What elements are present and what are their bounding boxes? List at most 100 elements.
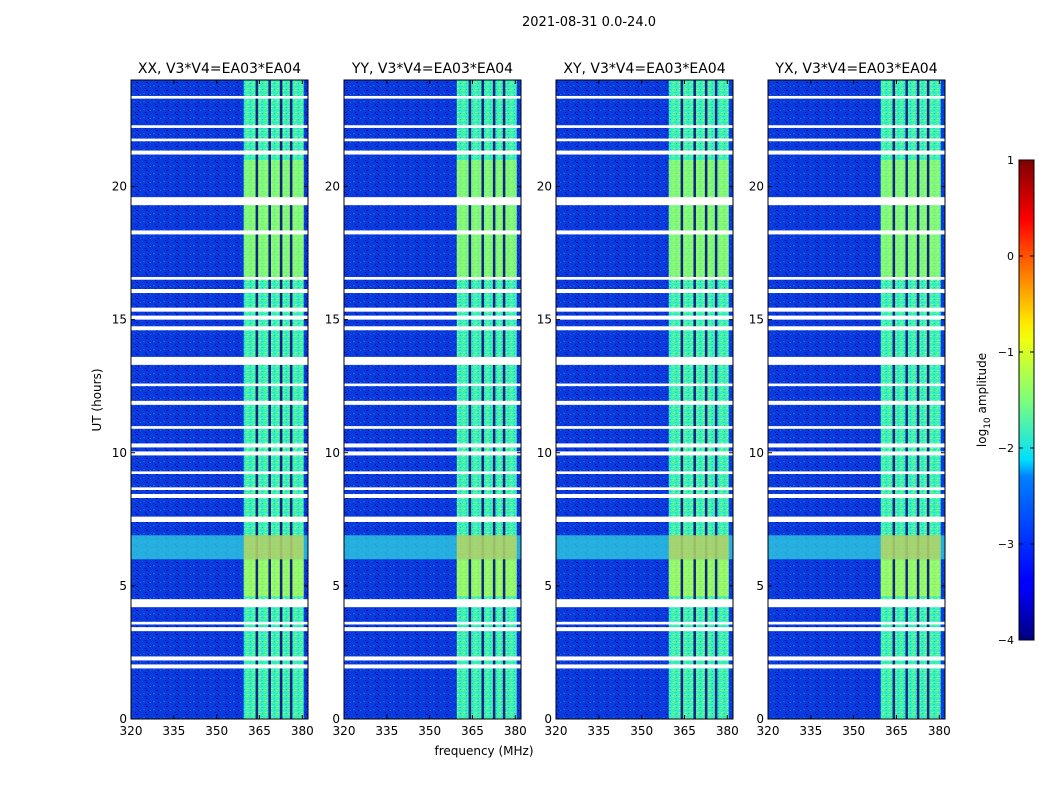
flagged-strip — [768, 426, 945, 429]
flagged-strip — [344, 125, 521, 128]
flagged-strip — [344, 150, 521, 155]
flagged-strip — [768, 627, 945, 632]
band-edge-line — [289, 80, 293, 719]
flagged-strip — [768, 307, 945, 312]
flagged-strip — [768, 277, 945, 280]
flagged-strip — [556, 138, 733, 142]
bright-band-lower — [880, 559, 941, 597]
flagged-strip — [556, 356, 733, 365]
flagged-strip — [344, 197, 521, 206]
flagged-strip — [344, 487, 521, 491]
band-edge-line — [892, 80, 896, 719]
colorbar-tick-label: −2 — [998, 442, 1014, 455]
colorbar-tick-label: −3 — [998, 538, 1014, 551]
axes-frame — [343, 79, 522, 720]
band-edge-line — [502, 80, 506, 719]
band-edge-line — [704, 80, 708, 719]
flagged-strip — [556, 383, 733, 387]
flagged-strip — [768, 656, 945, 661]
flagged-strip — [768, 443, 945, 448]
flagged-strip — [131, 599, 308, 608]
flagged-strip — [556, 426, 733, 429]
x-axis-label: frequency (MHz) — [434, 744, 533, 758]
panel-xx: 320 335 350 365 380 0 5 10 15 20 XX, V3*V4=EA03*EA… — [112, 61, 314, 738]
bright-band-upper — [668, 159, 729, 280]
flagged-strip — [131, 197, 308, 206]
panel-title: XY, V3*V4=EA03*EA04 — [563, 61, 725, 77]
panel-yx: 320 335 350 365 380 0 5 10 15 20 YX, V3*V4=EA03*EA… — [749, 61, 951, 738]
y-tick-label: 10 — [325, 446, 340, 460]
band-edge-line — [268, 80, 271, 719]
flagged-strip — [556, 599, 733, 608]
rfi-band-core — [243, 535, 304, 560]
flagged-strip — [131, 307, 308, 312]
y-tick-label: 20 — [537, 180, 552, 194]
x-tick-label: 380 — [291, 724, 314, 738]
flagged-strip — [131, 627, 308, 632]
band-edge-line — [905, 80, 908, 719]
flagged-strip — [344, 516, 521, 522]
flagged-strip — [556, 125, 733, 128]
panel-title: YY, V3*V4=EA03*EA04 — [351, 61, 513, 77]
y-axis-label: UT (hours) — [90, 368, 104, 431]
flagged-strip — [556, 627, 733, 632]
band-edge-line — [255, 80, 259, 719]
flagged-strip — [556, 307, 733, 312]
y-tick-label: 15 — [112, 313, 127, 327]
flagged-strip — [556, 315, 733, 320]
y-tick-label: 5 — [544, 579, 552, 593]
band-edge-line — [680, 80, 684, 719]
flagged-strip — [556, 451, 733, 456]
flagged-strip — [556, 664, 733, 669]
flagged-strip — [344, 95, 521, 99]
x-tick-label: 320 — [545, 724, 568, 738]
flagged-strip — [768, 150, 945, 155]
flagged-strip — [131, 289, 308, 293]
flagged-strip — [556, 443, 733, 448]
flagged-strip — [768, 664, 945, 669]
flagged-strip — [344, 656, 521, 661]
flagged-strip — [768, 487, 945, 491]
band-edge-line — [492, 80, 496, 719]
axes-frame — [130, 79, 309, 720]
x-tick-label: 335 — [375, 724, 398, 738]
flagged-strip — [556, 494, 733, 499]
y-tick-label: 10 — [537, 446, 552, 460]
x-tick-label: 350 — [205, 724, 228, 738]
flagged-strip — [344, 426, 521, 429]
y-tick-label: 5 — [756, 579, 764, 593]
flagged-strip — [556, 516, 733, 522]
flagged-strip — [768, 451, 945, 456]
x-tick-label: 320 — [120, 724, 143, 738]
y-tick-label: 20 — [112, 180, 127, 194]
flagged-strip — [768, 326, 945, 331]
flagged-strip — [556, 230, 733, 235]
flagged-strip — [131, 426, 308, 429]
flagged-strip — [344, 621, 521, 625]
flagged-strip — [768, 138, 945, 142]
flagged-strip — [768, 356, 945, 365]
y-tick-label: 15 — [537, 313, 552, 327]
flagged-strip — [131, 443, 308, 448]
flagged-strip — [344, 664, 521, 669]
flagged-strip — [344, 599, 521, 608]
flagged-strip — [768, 95, 945, 99]
flagged-strip — [344, 315, 521, 320]
flagged-strip — [556, 277, 733, 280]
bright-band-upper — [243, 159, 304, 280]
y-tick-label: 0 — [544, 712, 552, 726]
y-tick-label: 10 — [112, 446, 127, 460]
colorbar-tick-label: 0 — [1007, 250, 1014, 263]
flagged-strip — [131, 516, 308, 522]
x-tick-label: 335 — [162, 724, 185, 738]
x-tick-label: 365 — [885, 724, 908, 738]
rfi-band-core — [668, 535, 729, 560]
flagged-strip — [768, 471, 945, 475]
x-tick-label: 380 — [716, 724, 739, 738]
flagged-strip — [344, 400, 521, 405]
flagged-strip — [556, 621, 733, 625]
flagged-strip — [556, 289, 733, 293]
band-edge-line — [279, 80, 283, 719]
flagged-strip — [344, 138, 521, 142]
